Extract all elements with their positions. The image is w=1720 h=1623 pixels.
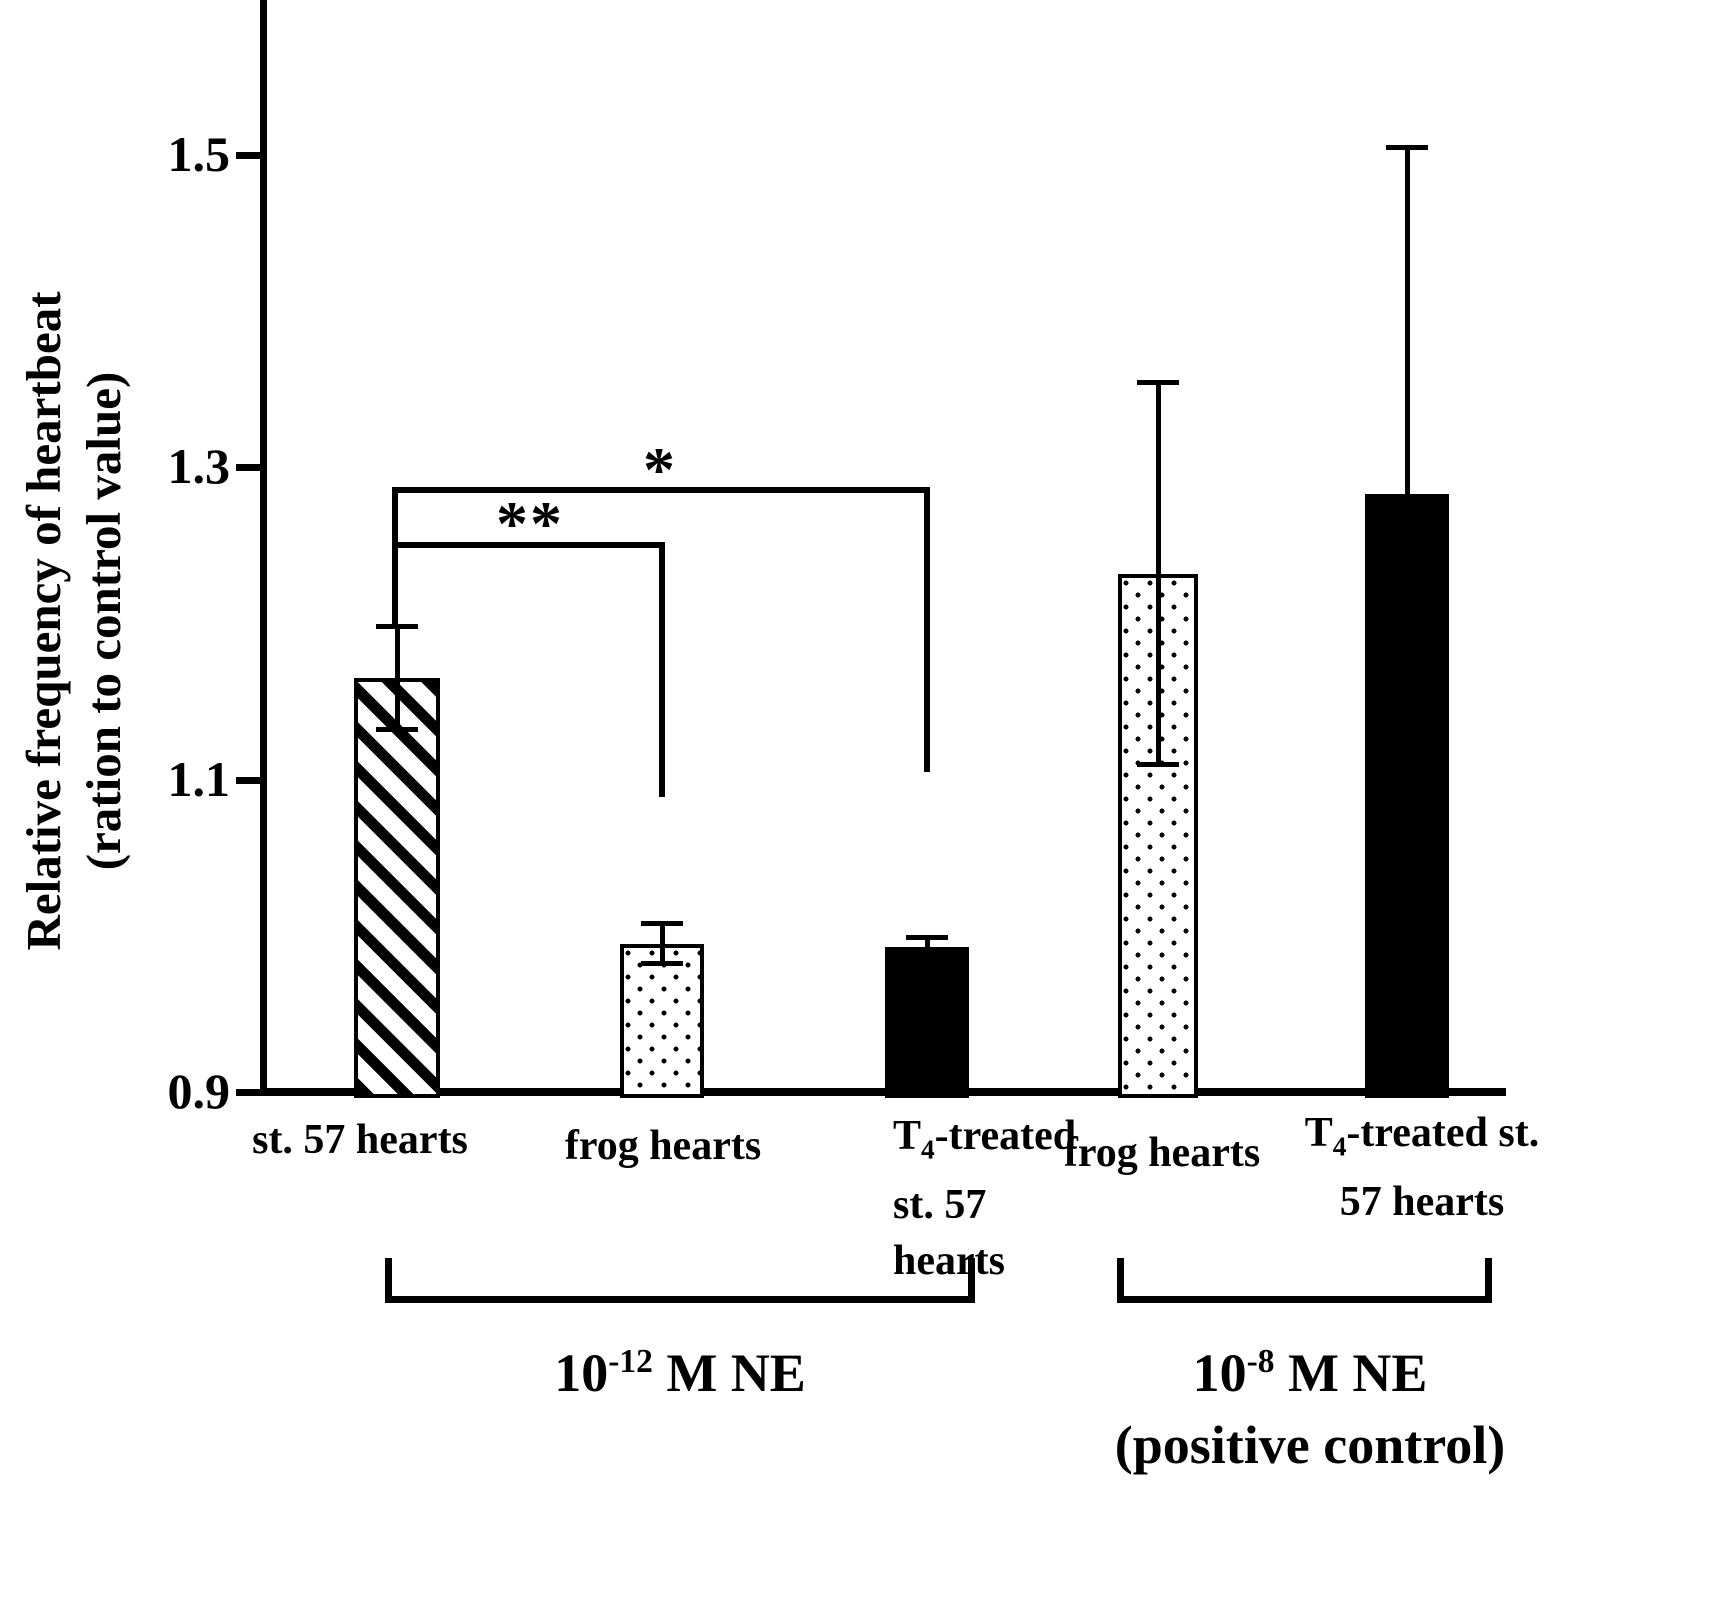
group-label-ne8-positive-control: 10-8 M NE (positive control) <box>1055 1326 1565 1481</box>
error-bar-cap-top <box>1137 380 1179 386</box>
category-label-frog-hearts-ne12: frog hearts <box>564 1123 762 1169</box>
sig-bracket-left-vertical <box>392 487 398 627</box>
category-label-line: hearts <box>893 1238 1005 1285</box>
sig-bracket-star-horizontal <box>392 487 930 493</box>
error-bar-cap-bottom <box>376 727 418 733</box>
error-bar-cap-top <box>641 920 683 926</box>
group2-bracket-left-tick <box>1117 1258 1124 1303</box>
x-axis-line <box>260 1088 1506 1096</box>
error-bar-cap-bottom <box>1137 761 1179 767</box>
error-bar-cap-bottom <box>641 961 683 967</box>
error-bar-cap-top <box>906 934 948 940</box>
error-bar-cap-bottom <box>1386 838 1428 844</box>
group1-bracket-horizontal <box>385 1296 975 1303</box>
bar-frog-hearts-ne12 <box>620 943 704 1098</box>
bar-t4-treated-st57-ne12 <box>885 946 969 1098</box>
y-axis-line <box>260 0 267 1096</box>
sig-label-single-star: * <box>643 434 677 505</box>
group-label-line: 10-8 M NE <box>1192 1343 1428 1403</box>
y-tick-mark <box>236 464 264 472</box>
sig-bracket-doublestar-right-vertical <box>659 542 665 797</box>
group1-bracket-right-tick <box>968 1258 975 1303</box>
sig-label-double-star: ** <box>496 488 564 559</box>
category-label-t4-treated-st57-ne12: T4-treated st. 57 hearts <box>893 1108 1133 1289</box>
y-tick-label: 1.1 <box>167 750 231 807</box>
error-bar-line <box>1155 382 1161 765</box>
category-label-st57-hearts: st. 57 hearts <box>252 1117 468 1163</box>
y-tick-mark <box>236 776 264 784</box>
group2-bracket-right-tick <box>1485 1258 1492 1303</box>
bar-st57-hearts-ne12 <box>354 678 440 1098</box>
category-label-frog-hearts-ne8: frog hearts <box>1063 1130 1261 1176</box>
sig-bracket-doublestar-horizontal <box>392 542 665 548</box>
error-bar-line <box>924 937 930 957</box>
group-label-ne12: 10-12 M NE <box>554 1343 806 1403</box>
group-label-line: (positive control) <box>1114 1415 1506 1475</box>
group1-bracket-left-tick <box>385 1258 392 1303</box>
category-label-line: T4-treated st. <box>1304 1110 1540 1162</box>
y-tick-label: 0.9 <box>167 1063 231 1119</box>
error-bar-line <box>1404 147 1410 841</box>
error-bar-cap-top <box>1386 144 1428 150</box>
error-bar-line <box>394 626 400 730</box>
error-bar-cap-bottom <box>906 953 948 959</box>
group2-bracket-horizontal <box>1117 1296 1492 1303</box>
y-tick-mark <box>236 151 264 159</box>
y-tick-label: 1.5 <box>167 125 231 182</box>
category-label-line: 57 hearts <box>1339 1179 1505 1226</box>
category-label-line: st. 57 <box>893 1182 987 1229</box>
error-bar-line <box>659 923 665 964</box>
category-label-t4-treated-st57-ne8: T4-treated st. 57 hearts <box>1262 1105 1582 1230</box>
sig-bracket-star-right-vertical <box>924 487 930 772</box>
y-tick-mark <box>236 1089 264 1096</box>
category-label-line: T4-treated <box>893 1113 1077 1165</box>
y-tick-label: 1.3 <box>167 438 231 495</box>
